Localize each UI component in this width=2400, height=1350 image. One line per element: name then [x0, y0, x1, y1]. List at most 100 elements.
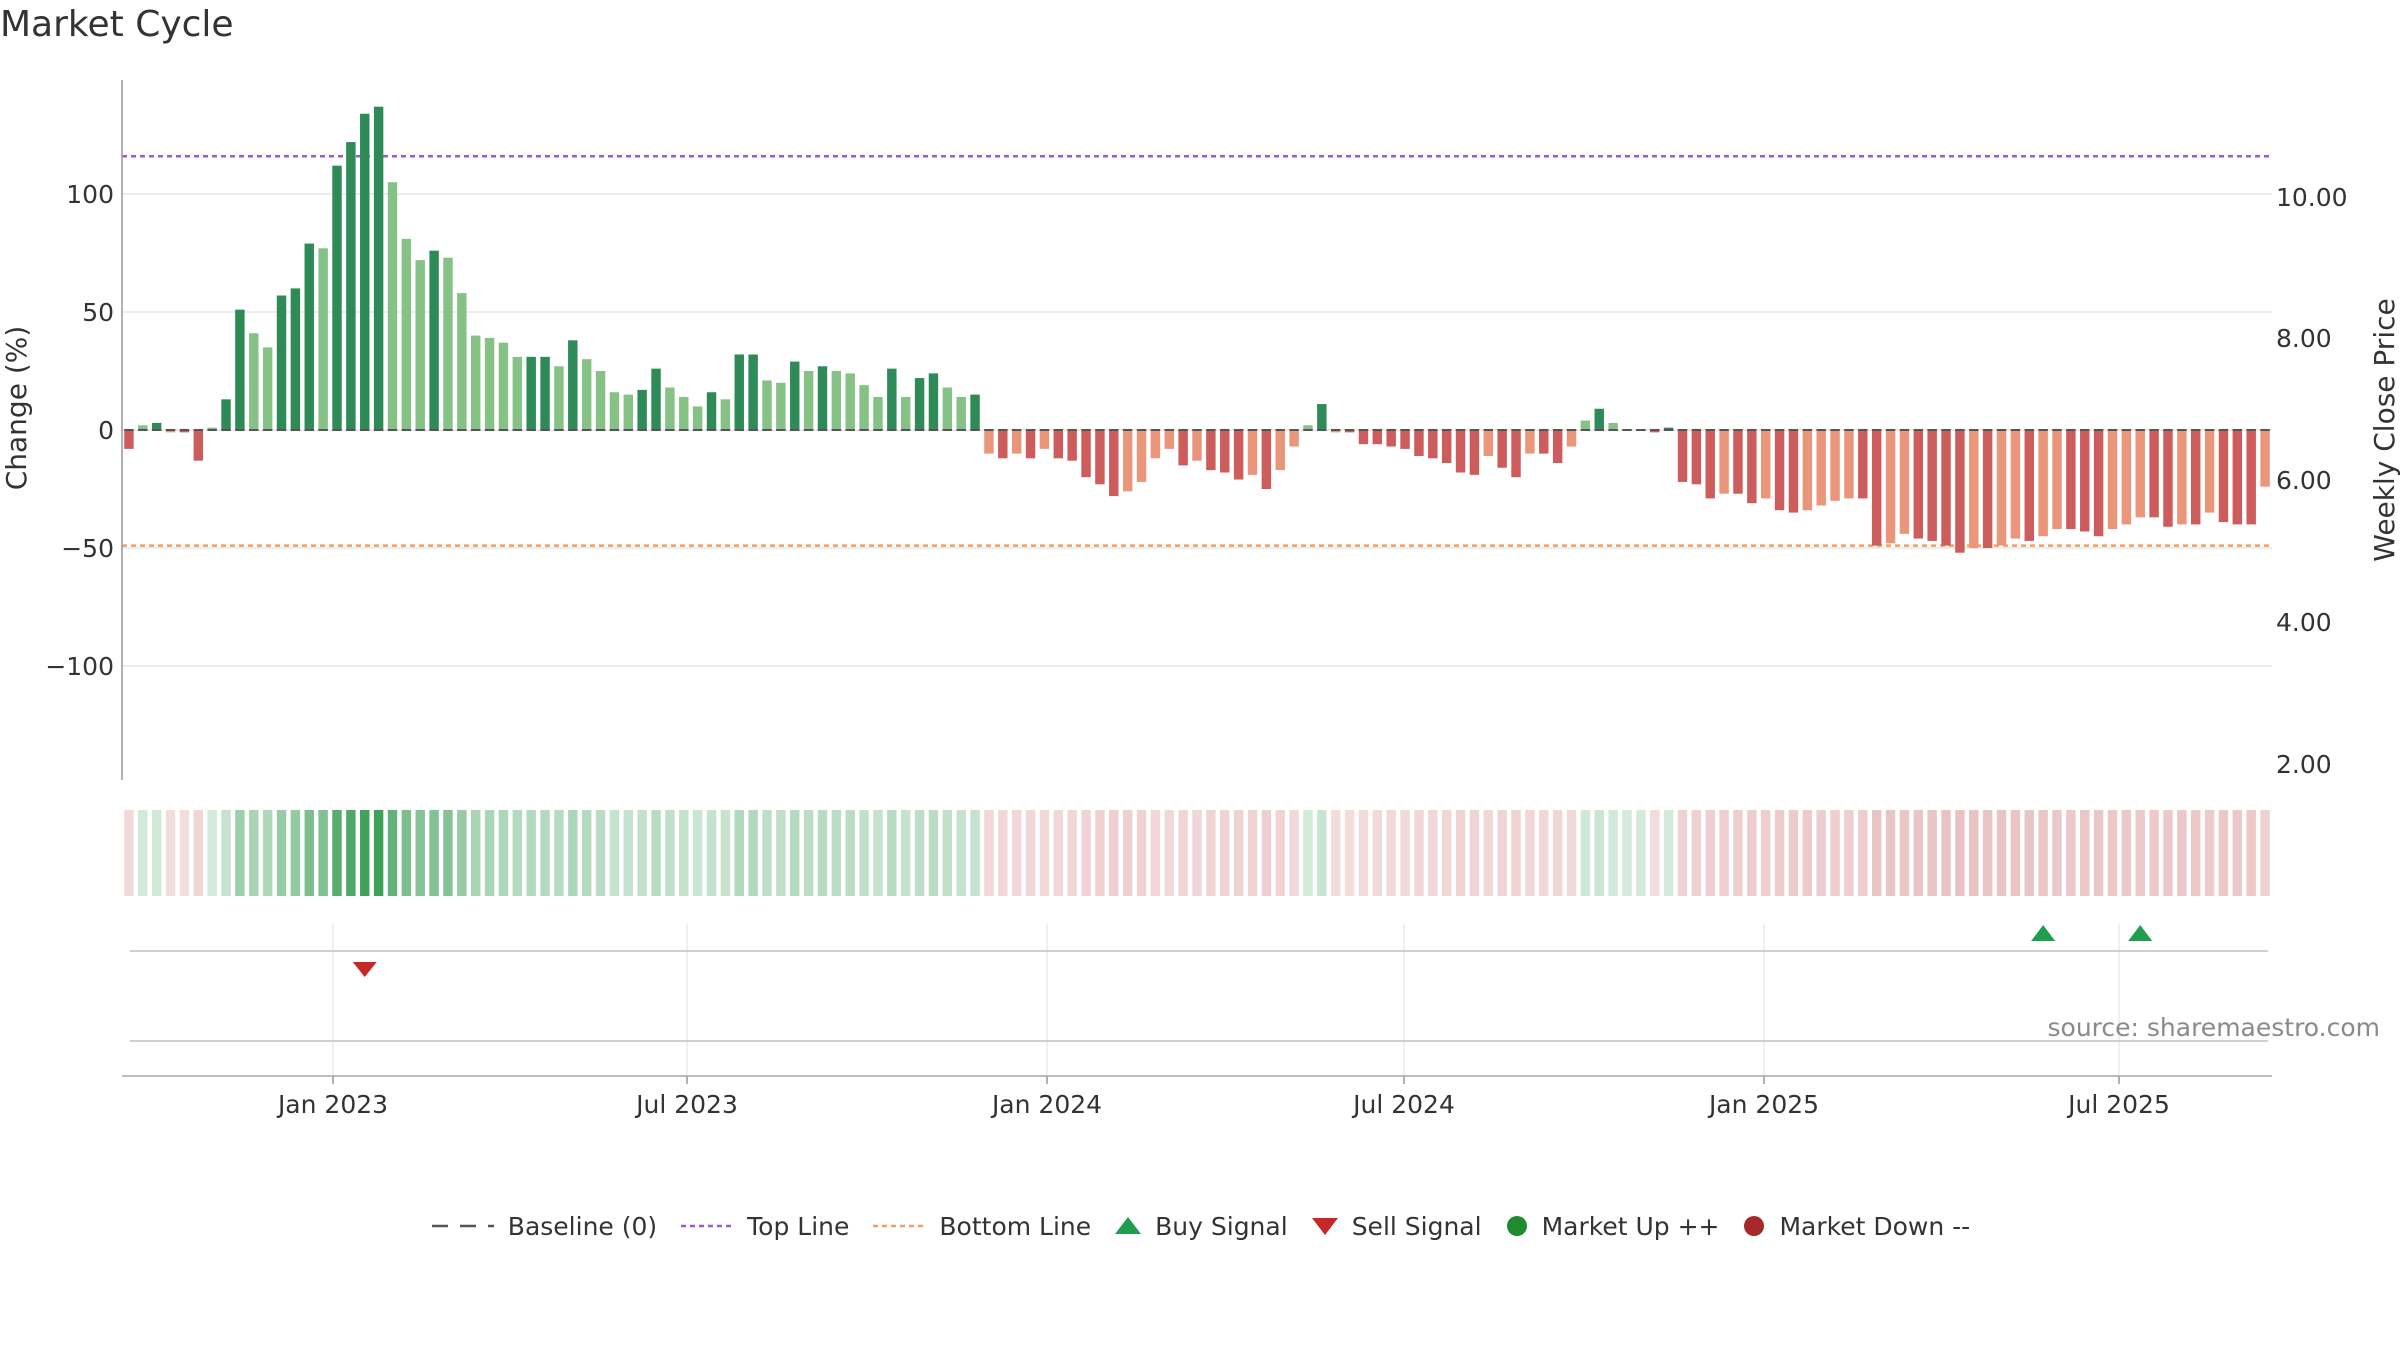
strip-cell: [1233, 810, 1244, 896]
strip-cell: [1650, 810, 1660, 896]
strip-cell: [665, 810, 675, 896]
bar: [2038, 430, 2048, 537]
strip-cell: [1220, 810, 1230, 896]
y-tick-label-left: 100: [66, 180, 114, 209]
bar: [1275, 430, 1285, 471]
strip-cell: [1483, 810, 1494, 896]
bar: [360, 113, 370, 430]
bar: [1372, 430, 1383, 445]
strip-cell: [1441, 810, 1452, 896]
strip-cell: [595, 810, 606, 896]
strip-cell: [1289, 810, 1299, 896]
bar: [623, 394, 634, 430]
strip-cell: [1844, 810, 1854, 896]
strip-cell: [1663, 810, 1674, 896]
strip-cell: [2232, 810, 2243, 896]
bar: [1955, 430, 1965, 553]
strip-cell: [179, 810, 190, 896]
legend-label: Sell Signal: [1351, 1211, 1482, 1241]
bar: [332, 165, 342, 430]
bar: [1414, 430, 1424, 456]
strip-cell: [873, 810, 883, 896]
bar: [249, 333, 259, 430]
bar: [651, 368, 661, 430]
strip-cell: [1261, 810, 1272, 896]
bar: [1469, 430, 1480, 475]
strip-cell: [1691, 810, 1702, 896]
bar: [609, 392, 620, 430]
buy-signal-marker: [2128, 925, 2153, 941]
strip-cell: [734, 810, 744, 896]
bar: [526, 356, 536, 430]
y-tick-label-left: −50: [61, 534, 114, 563]
bar: [2232, 430, 2243, 525]
legend-label: Bottom Line: [939, 1211, 1092, 1241]
strip-cell: [1871, 810, 1882, 896]
bar: [2190, 430, 2201, 525]
strip-cell: [2260, 810, 2270, 896]
strip-cell: [2038, 810, 2048, 896]
x-tick-label: Jul 2024: [1351, 1090, 1455, 1119]
strip-cell: [1747, 810, 1757, 896]
strip-cell: [1774, 810, 1785, 896]
bar: [1344, 430, 1355, 433]
reference-lines: [122, 154, 2272, 547]
bar: [2163, 430, 2173, 527]
legend-item-buy-signal: Buy Signal: [1113, 1212, 1288, 1241]
bar: [318, 248, 328, 430]
strip-cell: [1802, 810, 1813, 896]
bar: [2218, 430, 2229, 523]
bar: [595, 371, 606, 430]
bar: [179, 430, 190, 433]
bar: [887, 368, 897, 430]
circle-icon: [1744, 1216, 1765, 1236]
bar: [859, 385, 869, 430]
strip-cell: [332, 810, 342, 896]
bar: [1441, 430, 1452, 464]
bar: [1330, 430, 1341, 433]
bar: [443, 257, 453, 430]
y-axis-label-right: Weekly Close Price: [2368, 298, 2400, 561]
legend-item-market-down: Market Down --: [1741, 1212, 1970, 1241]
bar: [1580, 420, 1591, 430]
strip-cell: [1247, 810, 1258, 896]
strip-cell: [1081, 810, 1091, 896]
strip-cell: [249, 810, 259, 896]
bar: [235, 309, 245, 430]
circle-icon: [1506, 1216, 1527, 1236]
bar: [998, 430, 1008, 459]
strip-cell: [1594, 810, 1604, 896]
bar: [1164, 430, 1174, 449]
y-tick-label-right: 4.00: [2276, 608, 2332, 637]
strip-cell: [706, 810, 717, 896]
strip-cell: [928, 810, 939, 896]
strip-cell: [2010, 810, 2021, 896]
strip-cell: [1733, 810, 1743, 896]
bar: [1733, 430, 1743, 494]
dotted-line-icon: [873, 1224, 926, 1228]
legend-label: Top Line: [747, 1211, 850, 1241]
bar: [1039, 430, 1050, 449]
strip-cell: [1636, 810, 1646, 896]
strip-cell: [970, 810, 980, 896]
triangle-up-icon: [1115, 1217, 1142, 1234]
strip-cell: [304, 810, 314, 896]
bar: [2024, 430, 2034, 541]
bar: [748, 354, 758, 430]
strip-cell: [1497, 810, 1507, 896]
x-tick-label: Jan 2023: [276, 1090, 388, 1119]
bar: [845, 373, 855, 430]
bar: [1455, 430, 1466, 473]
chart-title: Market Cycle: [0, 4, 234, 45]
legend-item-bottom-line: Bottom Line: [871, 1212, 1091, 1241]
bar: [1816, 430, 1826, 506]
strip-cell: [1996, 810, 2007, 896]
bar: [470, 335, 481, 430]
bar: [401, 238, 412, 430]
strip-cell: [193, 810, 204, 896]
strip-cell: [2218, 810, 2229, 896]
strip-cell: [1955, 810, 1965, 896]
bar: [1206, 430, 1216, 471]
strip-cell: [1469, 810, 1480, 896]
strip-cell: [2246, 810, 2256, 896]
